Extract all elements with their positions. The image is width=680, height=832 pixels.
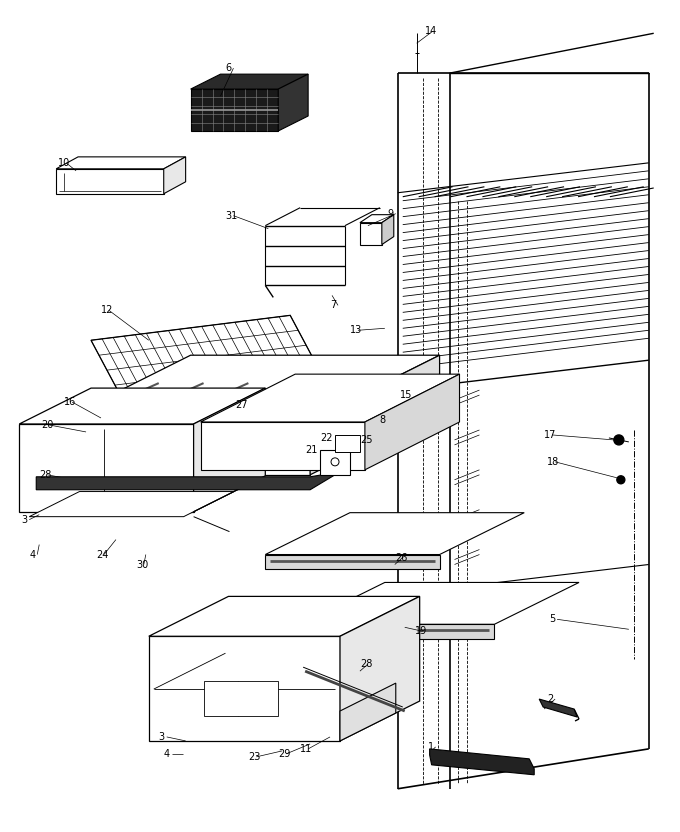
Text: 20: 20 — [41, 420, 54, 430]
Text: 28: 28 — [360, 659, 372, 669]
Polygon shape — [164, 157, 186, 194]
Text: 26: 26 — [395, 552, 407, 562]
Text: 14: 14 — [424, 27, 437, 37]
Polygon shape — [201, 422, 365, 470]
Circle shape — [617, 476, 625, 483]
Polygon shape — [360, 223, 382, 245]
Text: 2: 2 — [547, 694, 554, 704]
Polygon shape — [265, 513, 524, 555]
Circle shape — [614, 435, 624, 445]
Polygon shape — [430, 749, 534, 775]
Text: 8: 8 — [380, 415, 386, 425]
Text: 27: 27 — [235, 400, 248, 410]
Polygon shape — [56, 169, 164, 194]
Text: 30: 30 — [136, 559, 148, 569]
Text: 5: 5 — [549, 614, 556, 624]
Text: 15: 15 — [400, 390, 412, 400]
Polygon shape — [300, 624, 494, 639]
Text: 24: 24 — [96, 549, 108, 560]
Text: 7: 7 — [330, 300, 337, 310]
Polygon shape — [365, 374, 460, 470]
Text: 25: 25 — [360, 435, 373, 445]
Text: 29: 29 — [278, 749, 290, 759]
Polygon shape — [61, 420, 310, 475]
Polygon shape — [149, 597, 420, 636]
Polygon shape — [320, 450, 350, 475]
Text: 4: 4 — [164, 749, 170, 759]
Polygon shape — [61, 355, 439, 420]
Polygon shape — [382, 215, 394, 245]
Polygon shape — [201, 374, 460, 422]
Text: 11: 11 — [300, 744, 312, 754]
Text: 17: 17 — [544, 430, 556, 440]
Polygon shape — [300, 582, 579, 624]
Polygon shape — [340, 597, 420, 741]
Polygon shape — [310, 355, 439, 475]
Text: 31: 31 — [226, 210, 238, 220]
Text: 18: 18 — [547, 457, 560, 467]
Polygon shape — [56, 157, 186, 169]
Polygon shape — [194, 388, 265, 512]
Polygon shape — [36, 472, 340, 490]
Text: 22: 22 — [320, 433, 333, 443]
Text: 3: 3 — [21, 515, 27, 525]
Text: 4: 4 — [29, 549, 35, 560]
Polygon shape — [190, 74, 308, 89]
Polygon shape — [335, 435, 360, 452]
Polygon shape — [19, 424, 194, 512]
Polygon shape — [91, 315, 330, 415]
Polygon shape — [340, 683, 396, 741]
Text: 23: 23 — [248, 752, 260, 762]
Polygon shape — [29, 492, 234, 517]
Polygon shape — [149, 636, 340, 741]
Text: 16: 16 — [64, 397, 76, 407]
Text: 1: 1 — [428, 742, 434, 752]
Polygon shape — [539, 699, 577, 717]
Text: 10: 10 — [58, 158, 71, 168]
Polygon shape — [190, 89, 278, 131]
Text: 6: 6 — [226, 63, 232, 73]
Text: 21: 21 — [305, 445, 318, 455]
Polygon shape — [19, 388, 265, 424]
Text: 28: 28 — [39, 470, 52, 480]
Text: 3: 3 — [158, 732, 165, 742]
Polygon shape — [278, 74, 308, 131]
Polygon shape — [360, 215, 394, 223]
Text: 19: 19 — [415, 626, 427, 636]
Text: 12: 12 — [101, 305, 114, 315]
Text: 9: 9 — [388, 209, 394, 219]
Polygon shape — [265, 555, 439, 569]
Polygon shape — [203, 681, 278, 716]
Text: 13: 13 — [350, 325, 362, 335]
